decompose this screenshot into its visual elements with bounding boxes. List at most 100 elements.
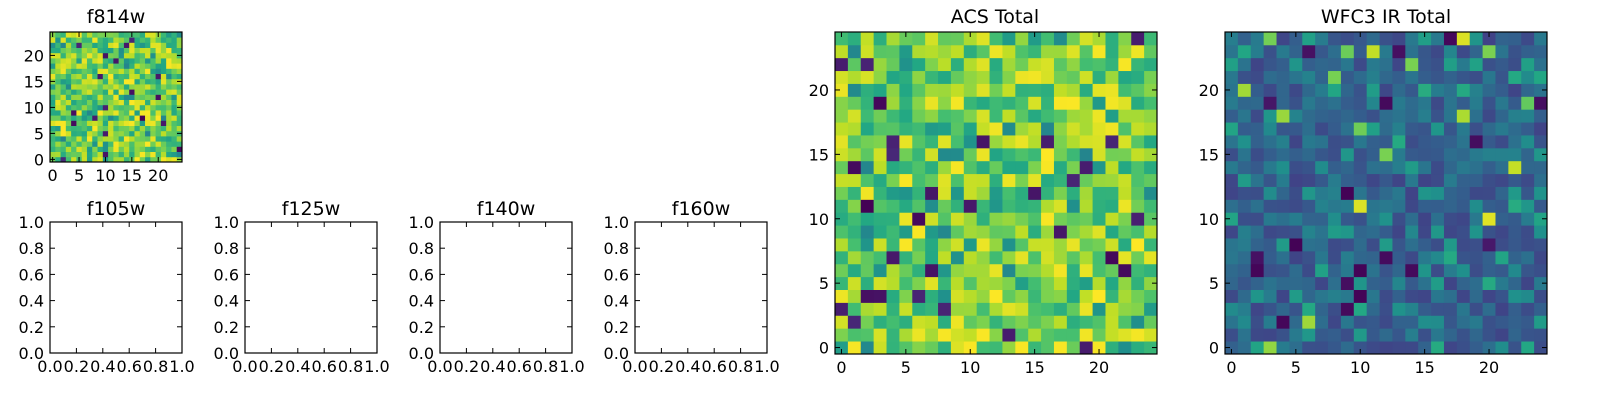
heatmap-cell	[150, 32, 156, 38]
heatmap-cell	[1418, 44, 1432, 59]
heatmap-cell	[129, 89, 135, 95]
heatmap-cell	[150, 42, 156, 48]
heatmap-cell	[1066, 212, 1081, 226]
heatmap-cell	[171, 84, 178, 90]
heatmap-cell	[989, 263, 1003, 278]
heatmap-cell	[1289, 302, 1303, 316]
heatmap-cell	[1353, 250, 1368, 265]
heatmap-cell	[989, 341, 1003, 355]
heatmap-cell	[1276, 302, 1290, 316]
heatmap-cell	[102, 37, 109, 43]
heatmap-cell	[847, 302, 862, 316]
heatmap-cell	[925, 315, 939, 329]
heatmap-cell	[155, 130, 162, 137]
heatmap-cell	[1495, 70, 1509, 84]
heatmap-cell	[1263, 263, 1277, 278]
heatmap-cell	[1118, 199, 1132, 213]
heatmap-cell	[976, 96, 990, 110]
heatmap-cell	[108, 68, 114, 74]
heatmap-cell	[139, 115, 146, 121]
heatmap-cell	[1276, 186, 1290, 200]
x-tick-label: 0.0	[37, 357, 62, 376]
heatmap-cell	[1482, 250, 1496, 265]
heatmap-cell	[1521, 199, 1535, 213]
heatmap-cell	[886, 199, 900, 213]
heatmap-cell	[166, 89, 172, 95]
heatmap-cell	[1041, 238, 1055, 252]
heatmap-cell	[873, 122, 887, 136]
heatmap-cell	[912, 341, 926, 355]
heatmap-cell	[1066, 57, 1081, 72]
heatmap-cell	[1469, 70, 1483, 84]
heatmap-cell	[1392, 57, 1406, 72]
heatmap-cell	[1028, 173, 1042, 187]
heatmap-cell	[835, 289, 849, 303]
heatmap-cell	[1041, 263, 1055, 278]
heatmap-cell	[60, 94, 67, 100]
heatmap-cell	[1053, 173, 1068, 187]
heatmap-cell	[1340, 341, 1355, 355]
heatmap-cell	[1534, 44, 1548, 59]
heatmap-cell	[176, 151, 183, 158]
heatmap-cell	[1053, 57, 1068, 72]
heatmap-cell	[1508, 276, 1522, 290]
heatmap-cell	[171, 104, 178, 111]
heatmap-cell	[989, 276, 1003, 290]
heatmap-cell	[1418, 225, 1432, 239]
heatmap-cell	[150, 37, 156, 43]
x-tick-label: 0.6	[506, 357, 531, 376]
heatmap-cell	[1041, 135, 1055, 149]
heatmap-cell	[1002, 109, 1016, 123]
panel-f105w: f105w 0.0 0.2 0.4 0.6 0.8 1.00.00.20.40.60.81…	[19, 198, 195, 376]
heatmap-cell	[1028, 276, 1042, 290]
heatmap-cell	[1405, 44, 1419, 59]
heatmap-cell	[1105, 70, 1119, 84]
heatmap-cell	[912, 186, 926, 200]
heatmap-cell	[160, 32, 167, 38]
heatmap-cell	[1250, 315, 1265, 329]
heatmap-cell	[1276, 238, 1290, 252]
axes-frame	[244, 221, 378, 354]
y-tick-label: 15	[1199, 145, 1219, 164]
heatmap-cell	[1066, 173, 1081, 187]
heatmap-cell	[50, 89, 56, 95]
heatmap-cell	[1521, 276, 1535, 290]
heatmap-cell	[1131, 83, 1145, 97]
heatmap-cell	[873, 186, 887, 200]
heatmap-cell	[123, 136, 130, 142]
heatmap-cell	[989, 83, 1003, 97]
heatmap-cell	[65, 42, 72, 48]
heatmap-cell	[71, 47, 77, 54]
heatmap-cell	[925, 276, 939, 290]
heatmap-cell	[1379, 250, 1393, 265]
heatmap-cell	[1379, 135, 1393, 149]
heatmap-cell	[1418, 173, 1432, 187]
heatmap-cell	[899, 250, 913, 265]
heatmap-cell	[912, 83, 926, 97]
heatmap-cell	[1053, 109, 1068, 123]
heatmap-cell	[1079, 199, 1093, 213]
heatmap-cell	[176, 63, 183, 69]
heatmap-cell	[102, 89, 109, 95]
heatmap-cell	[989, 225, 1003, 239]
heatmap-cell	[1263, 96, 1277, 110]
heatmap-cell	[835, 109, 849, 123]
heatmap-cell	[1250, 263, 1265, 278]
heatmap-cell	[1340, 238, 1355, 252]
heatmap-cell	[97, 130, 104, 137]
heatmap-cell	[113, 32, 120, 38]
heatmap-cell	[1456, 199, 1471, 213]
heatmap-cell	[1092, 44, 1106, 59]
heatmap-cell	[1041, 109, 1055, 123]
heatmap-cell	[1002, 302, 1016, 316]
heatmap-cell	[886, 302, 900, 316]
heatmap-cell	[113, 130, 120, 137]
heatmap-cell	[1002, 199, 1016, 213]
heatmap-cell	[1276, 328, 1290, 342]
heatmap-cell	[1521, 289, 1535, 303]
y-tick-label: 0.6	[604, 265, 629, 284]
heatmap-cell	[155, 99, 162, 106]
heatmap-cell	[76, 89, 83, 95]
heatmap-cell	[1263, 135, 1277, 149]
heatmap-cell	[1289, 160, 1303, 175]
